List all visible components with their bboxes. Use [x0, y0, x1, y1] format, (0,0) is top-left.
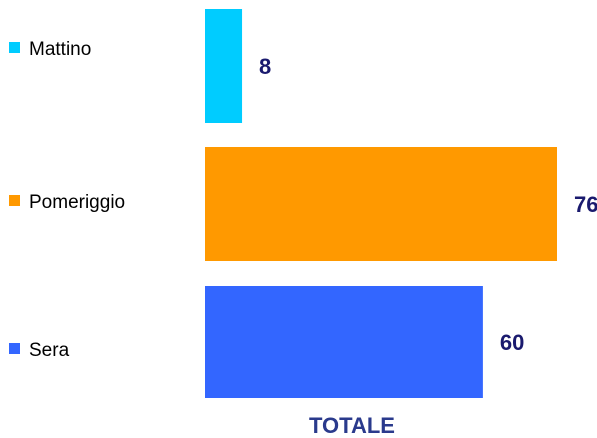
bar-pomeriggio — [205, 147, 557, 261]
value-label-pomeriggio: 76 — [574, 192, 597, 217]
legend-swatch-pomeriggio — [9, 195, 20, 206]
legend-label-sera: Sera — [29, 340, 70, 361]
legend-swatch-mattino — [9, 42, 20, 53]
legend-label-pomeriggio: Pomeriggio — [29, 192, 125, 213]
bar-sera — [205, 286, 483, 398]
bar-mattino — [205, 9, 242, 123]
value-label-mattino: 8 — [259, 54, 271, 79]
chart-legend: Mattino Pomeriggio Sera — [9, 39, 125, 361]
x-axis-label: TOTALE — [309, 413, 395, 438]
legend-swatch-sera — [9, 343, 20, 354]
legend-label-mattino: Mattino — [29, 39, 91, 60]
value-label-sera: 60 — [500, 330, 524, 355]
